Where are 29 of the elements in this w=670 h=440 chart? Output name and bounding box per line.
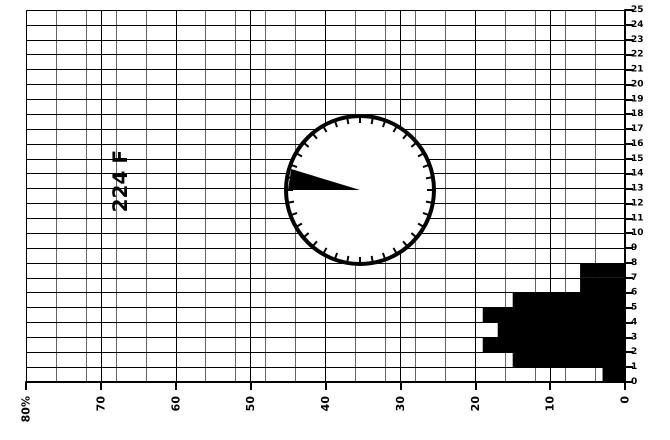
x-tick-label: 50 <box>244 396 258 412</box>
x-tick-label: 80% <box>20 396 32 422</box>
y-tick-label: 10 <box>631 228 644 238</box>
y-tick-label: 23 <box>631 34 644 45</box>
x-tick-label: 60 <box>169 396 182 412</box>
y-tick-label: 15 <box>631 154 644 164</box>
y-tick-label: 14 <box>631 168 644 179</box>
y-tick-label: 24 <box>631 20 644 30</box>
y-tick-label: 13 <box>631 184 644 194</box>
x-tick-label: 10 <box>544 396 557 412</box>
x-tick-label: 0 <box>618 396 632 404</box>
y-tick-label: 9 <box>631 243 638 254</box>
y-tick-label: 11 <box>631 213 644 224</box>
x-tick-label: 70 <box>94 396 108 412</box>
x-tick-label: 40 <box>319 396 332 412</box>
y-tick-label: 19 <box>631 94 644 104</box>
y-tick-label: 20 <box>631 79 644 90</box>
y-tick-label: 2 <box>631 347 638 358</box>
x-tick-label: 30 <box>394 396 407 412</box>
y-tick-label: 25 <box>631 5 644 15</box>
y-tick-label: 16 <box>631 138 644 149</box>
y-tick-label: 1 <box>631 362 638 372</box>
y-tick-label: 18 <box>631 109 644 120</box>
x-tick-label: 20 <box>468 396 482 412</box>
y-tick-label: 17 <box>631 124 644 134</box>
y-tick-label: 22 <box>631 50 644 60</box>
y-tick-label: 21 <box>631 64 644 75</box>
y-tick-label: 12 <box>631 198 644 208</box>
y-tick-label: 7 <box>631 272 638 283</box>
